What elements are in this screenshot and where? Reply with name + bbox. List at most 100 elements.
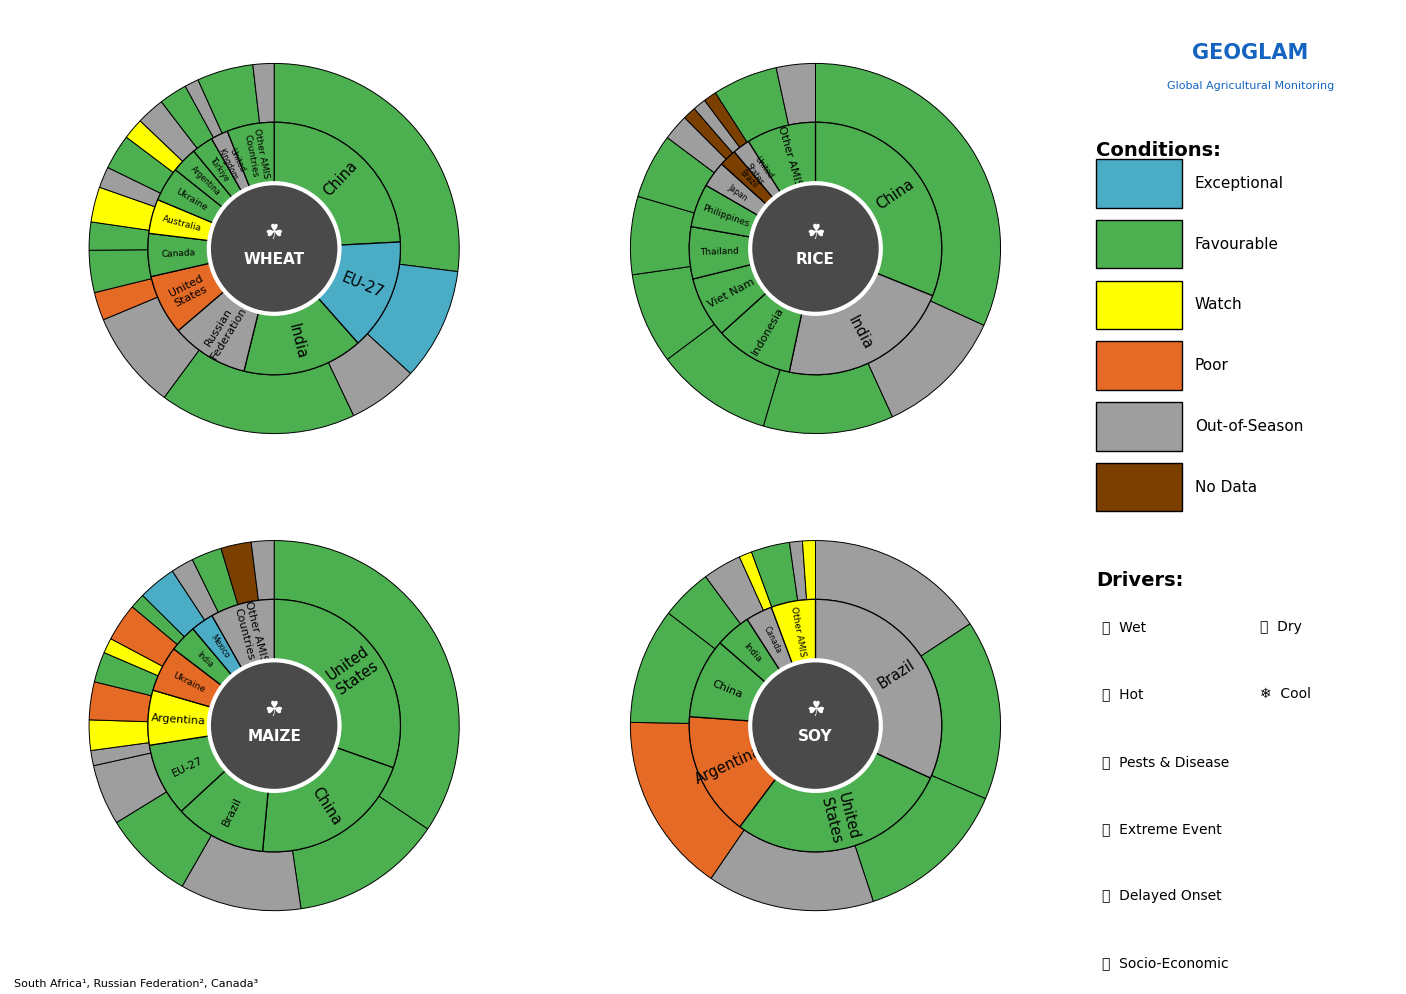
Wedge shape — [149, 200, 214, 241]
Text: Canada: Canada — [762, 625, 783, 655]
Wedge shape — [695, 100, 740, 153]
Text: 🌿  Pests & Disease: 🌿 Pests & Disease — [1102, 754, 1229, 768]
Wedge shape — [198, 65, 260, 133]
Bar — [1095, 220, 1182, 268]
Wedge shape — [183, 835, 301, 911]
Wedge shape — [132, 595, 184, 644]
Bar — [1095, 463, 1182, 511]
Text: India: India — [845, 314, 876, 353]
Circle shape — [752, 662, 879, 789]
Wedge shape — [142, 572, 205, 637]
Text: No Data: No Data — [1195, 479, 1257, 495]
Wedge shape — [89, 682, 152, 722]
Text: 🌡  Hot: 🌡 Hot — [1102, 688, 1143, 702]
Wedge shape — [274, 599, 401, 767]
Text: Philippines: Philippines — [700, 203, 749, 229]
Wedge shape — [868, 301, 984, 416]
Wedge shape — [318, 242, 401, 343]
Wedge shape — [855, 775, 986, 902]
Wedge shape — [789, 541, 807, 600]
Text: Ukraine: Ukraine — [174, 187, 209, 213]
Wedge shape — [921, 624, 1001, 799]
Text: Türkiye: Türkiye — [208, 156, 232, 184]
Wedge shape — [193, 549, 238, 612]
Text: Exceptional: Exceptional — [1195, 176, 1284, 191]
Wedge shape — [148, 234, 211, 276]
Wedge shape — [720, 619, 780, 683]
Text: Conditions:: Conditions: — [1095, 141, 1220, 160]
Wedge shape — [94, 278, 157, 320]
Wedge shape — [685, 108, 733, 159]
Wedge shape — [176, 151, 232, 208]
Text: United
Kingdom: United Kingdom — [217, 143, 249, 182]
Text: United
States: United States — [817, 791, 860, 846]
Text: ☘: ☘ — [806, 224, 825, 244]
Wedge shape — [253, 64, 274, 123]
Wedge shape — [89, 222, 149, 250]
Wedge shape — [221, 542, 259, 604]
Wedge shape — [751, 543, 797, 607]
Wedge shape — [721, 292, 801, 372]
Text: EU-27: EU-27 — [170, 755, 205, 779]
Wedge shape — [329, 334, 411, 415]
Text: Favourable: Favourable — [1195, 237, 1279, 251]
Text: India: India — [742, 642, 763, 665]
Wedge shape — [153, 649, 222, 708]
Wedge shape — [706, 164, 766, 216]
Text: Watch: Watch — [1195, 297, 1243, 312]
Wedge shape — [274, 64, 460, 271]
Wedge shape — [668, 117, 725, 173]
Wedge shape — [776, 64, 815, 125]
Wedge shape — [704, 92, 747, 147]
Wedge shape — [104, 639, 163, 676]
Text: GEOGLAM: GEOGLAM — [1192, 43, 1309, 64]
Wedge shape — [245, 297, 359, 375]
Wedge shape — [173, 560, 218, 620]
Text: Other AMIS
Countries: Other AMIS Countries — [242, 127, 270, 181]
Wedge shape — [104, 297, 200, 398]
Text: India: India — [285, 322, 309, 361]
Text: China: China — [873, 177, 917, 213]
Wedge shape — [716, 68, 789, 142]
Text: South Africa¹, Russian Federation², Canada³: South Africa¹, Russian Federation², Cana… — [14, 979, 259, 989]
Wedge shape — [148, 690, 211, 746]
Text: Argentina: Argentina — [190, 165, 222, 198]
Wedge shape — [763, 364, 893, 433]
Text: China: China — [308, 784, 343, 828]
Text: Other AMIS
Countries: Other AMIS Countries — [232, 599, 269, 666]
Text: SOY: SOY — [799, 729, 832, 744]
Wedge shape — [292, 796, 427, 909]
Wedge shape — [692, 185, 759, 238]
Text: ☘: ☘ — [264, 701, 284, 721]
Text: Brazil: Brazil — [221, 795, 243, 828]
Text: ☘: ☘ — [264, 224, 284, 244]
Wedge shape — [165, 350, 353, 433]
Wedge shape — [740, 752, 931, 852]
Wedge shape — [367, 264, 458, 374]
Text: 👪  Socio-Economic: 👪 Socio-Economic — [1102, 956, 1229, 970]
Wedge shape — [94, 653, 157, 696]
Text: United
States: United States — [323, 643, 381, 698]
Wedge shape — [815, 599, 942, 778]
Wedge shape — [689, 227, 752, 279]
Text: Argentina: Argentina — [693, 744, 763, 787]
Wedge shape — [127, 121, 183, 173]
Wedge shape — [772, 599, 815, 664]
Wedge shape — [194, 139, 242, 198]
Wedge shape — [689, 643, 766, 721]
Circle shape — [752, 185, 879, 312]
Wedge shape — [747, 607, 793, 671]
Text: ⏱  Delayed Onset: ⏱ Delayed Onset — [1102, 890, 1222, 904]
Text: Brazil: Brazil — [875, 656, 917, 691]
Wedge shape — [668, 324, 780, 426]
Bar — [1095, 341, 1182, 390]
Text: Argentina: Argentina — [150, 713, 207, 727]
Text: 🌾  Dry: 🌾 Dry — [1260, 620, 1302, 634]
Text: Japan: Japan — [727, 182, 749, 202]
Circle shape — [211, 185, 337, 312]
Wedge shape — [174, 629, 232, 686]
Circle shape — [751, 660, 880, 791]
Wedge shape — [630, 197, 695, 274]
Wedge shape — [789, 273, 932, 375]
Text: Drivers:: Drivers: — [1095, 572, 1184, 590]
